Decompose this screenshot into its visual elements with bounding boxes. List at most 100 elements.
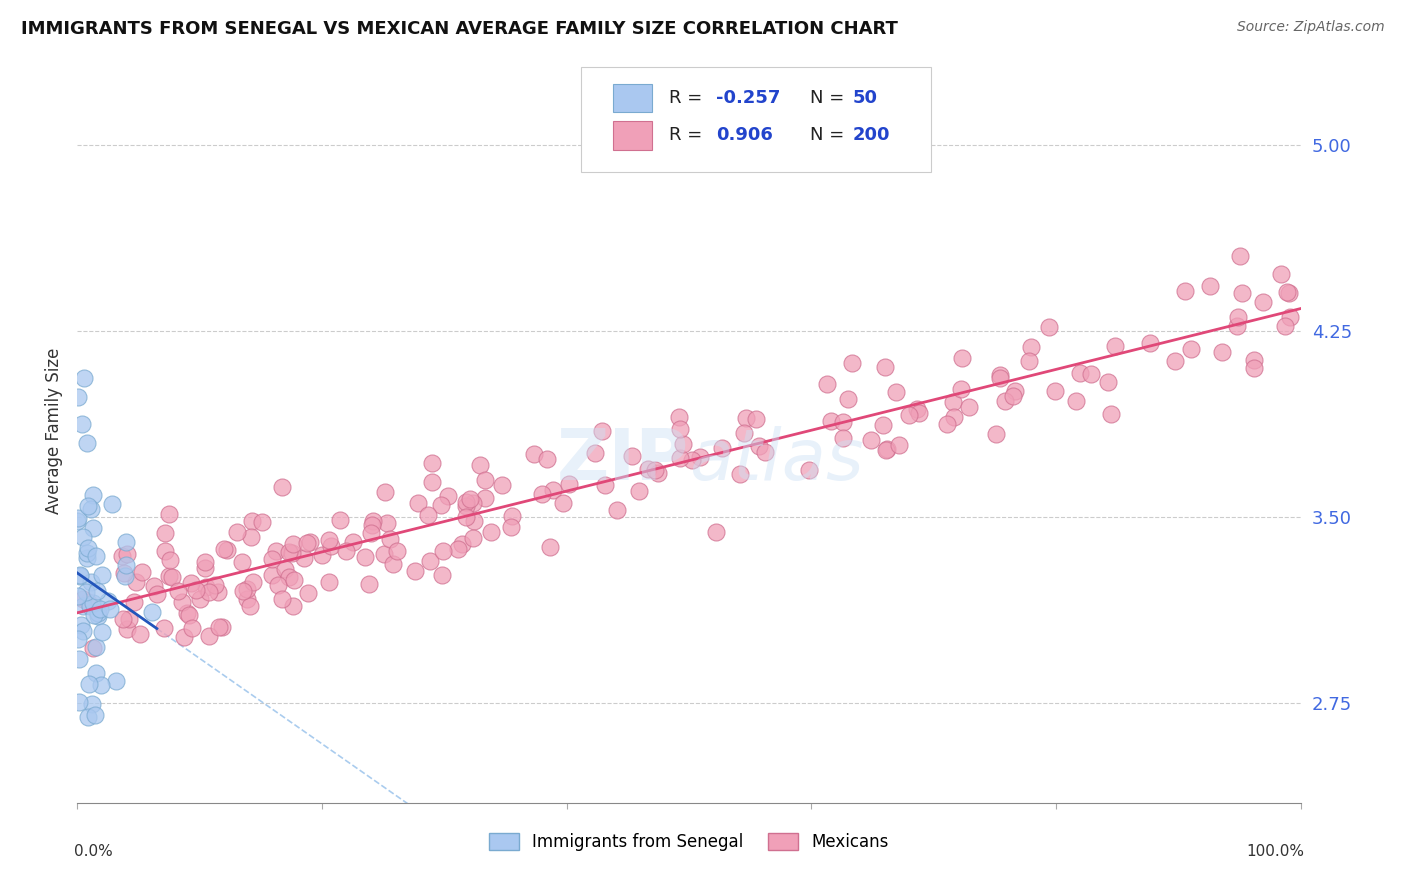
Point bbox=[194, 556, 217, 570]
Point bbox=[239, 599, 262, 613]
Point bbox=[226, 524, 249, 539]
Point bbox=[907, 401, 929, 416]
Point bbox=[180, 576, 202, 591]
Point bbox=[83, 707, 105, 722]
Point bbox=[949, 383, 972, 397]
Point bbox=[538, 540, 561, 554]
Point bbox=[155, 543, 177, 558]
Y-axis label: Average Family Size: Average Family Size bbox=[45, 347, 63, 514]
Point bbox=[69, 567, 91, 582]
Text: N =: N = bbox=[810, 127, 851, 145]
Point bbox=[644, 463, 666, 477]
Point bbox=[73, 371, 96, 385]
Point bbox=[232, 583, 254, 598]
Point bbox=[463, 514, 485, 528]
Point bbox=[1080, 368, 1102, 382]
Point bbox=[295, 536, 318, 550]
Point bbox=[159, 553, 181, 567]
Point bbox=[157, 507, 180, 521]
Point bbox=[935, 417, 957, 431]
Point bbox=[264, 544, 287, 558]
Point bbox=[173, 630, 195, 644]
Point bbox=[297, 585, 319, 599]
Point bbox=[281, 537, 304, 551]
Point bbox=[748, 439, 770, 453]
Point bbox=[1243, 361, 1265, 376]
Point bbox=[374, 484, 396, 499]
Text: 0.906: 0.906 bbox=[716, 127, 773, 145]
Point bbox=[67, 590, 90, 604]
Point bbox=[69, 617, 91, 632]
Text: N =: N = bbox=[810, 89, 851, 107]
Point bbox=[318, 575, 340, 590]
Point bbox=[235, 592, 257, 607]
Point bbox=[72, 592, 94, 607]
Point bbox=[1139, 335, 1161, 350]
Point bbox=[437, 489, 460, 503]
Point bbox=[82, 641, 104, 656]
Point bbox=[198, 629, 221, 643]
Point bbox=[321, 540, 343, 554]
Point bbox=[470, 458, 492, 473]
Point bbox=[188, 592, 211, 607]
Point bbox=[281, 546, 304, 560]
Point bbox=[100, 601, 122, 615]
Point bbox=[66, 511, 89, 525]
Point bbox=[153, 621, 176, 635]
Point bbox=[84, 666, 107, 681]
Point bbox=[194, 581, 217, 595]
Point bbox=[1043, 384, 1066, 398]
Point bbox=[1270, 268, 1292, 282]
Point bbox=[76, 551, 98, 566]
Point bbox=[90, 678, 112, 692]
Point bbox=[872, 418, 894, 433]
Point bbox=[240, 514, 263, 528]
Point bbox=[72, 624, 94, 638]
Point bbox=[744, 411, 766, 425]
Point bbox=[499, 520, 522, 534]
Point bbox=[361, 514, 384, 528]
Text: R =: R = bbox=[669, 89, 709, 107]
Legend: Immigrants from Senegal, Mexicans: Immigrants from Senegal, Mexicans bbox=[482, 826, 896, 858]
Point bbox=[90, 567, 112, 582]
Point bbox=[1180, 342, 1202, 356]
Point bbox=[1097, 376, 1119, 390]
Point bbox=[69, 568, 91, 582]
Point bbox=[381, 558, 404, 572]
Point bbox=[79, 501, 101, 516]
Point bbox=[82, 597, 104, 611]
Text: 100.0%: 100.0% bbox=[1246, 844, 1305, 859]
FancyBboxPatch shape bbox=[613, 84, 652, 112]
Point bbox=[735, 411, 758, 425]
Point bbox=[211, 620, 233, 634]
Point bbox=[283, 573, 305, 587]
Point bbox=[131, 565, 153, 579]
Point bbox=[76, 435, 98, 450]
Point bbox=[77, 595, 100, 609]
Point bbox=[837, 392, 859, 406]
Point bbox=[942, 395, 965, 409]
Point bbox=[112, 612, 135, 626]
Point bbox=[710, 441, 733, 455]
Point bbox=[82, 521, 104, 535]
Text: 0.0%: 0.0% bbox=[73, 844, 112, 859]
Point bbox=[454, 509, 477, 524]
Point bbox=[1004, 384, 1026, 398]
Point bbox=[669, 450, 692, 465]
Point bbox=[86, 549, 108, 564]
Point bbox=[875, 442, 897, 457]
Point bbox=[198, 585, 221, 599]
Point bbox=[1104, 338, 1126, 352]
Point bbox=[637, 462, 659, 476]
Point bbox=[153, 525, 176, 540]
Point bbox=[72, 530, 94, 544]
Point bbox=[67, 651, 90, 665]
Point bbox=[260, 552, 283, 566]
Point bbox=[66, 514, 89, 528]
Point bbox=[704, 524, 727, 539]
Point bbox=[541, 483, 564, 497]
Text: -0.257: -0.257 bbox=[716, 89, 780, 107]
Point bbox=[1251, 294, 1274, 309]
Point bbox=[942, 409, 965, 424]
Point bbox=[318, 533, 340, 547]
